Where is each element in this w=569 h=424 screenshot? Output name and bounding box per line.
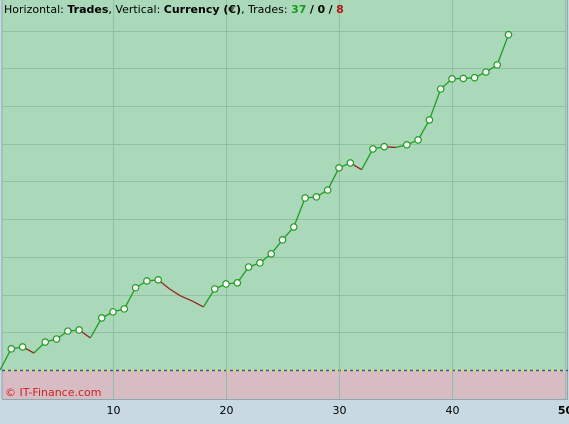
equity-segment xyxy=(496,34,510,66)
trade-marker xyxy=(323,186,332,194)
trade-marker xyxy=(335,164,343,172)
equity-segment xyxy=(191,300,204,308)
v-label: , Vertical: xyxy=(108,3,161,16)
trade-marker xyxy=(210,285,219,293)
header: Horizontal: Trades, Vertical: Currency (… xyxy=(4,3,344,16)
x-tick-label: 40 xyxy=(446,404,460,417)
x-tick-label: 30 xyxy=(333,404,347,417)
trade-marker xyxy=(154,276,163,284)
trade-marker xyxy=(7,345,16,353)
trade-marker xyxy=(414,136,422,144)
sep: / xyxy=(328,3,333,16)
plot-area xyxy=(2,0,568,370)
trade-marker xyxy=(436,85,445,93)
trade-marker xyxy=(369,145,377,153)
h-value: Trades xyxy=(67,3,109,16)
trade-marker xyxy=(425,116,434,124)
watermark: © IT-Finance.com xyxy=(5,386,102,399)
losses: 8 xyxy=(336,3,344,16)
trade-marker xyxy=(482,68,490,76)
x-tick-label: 20 xyxy=(220,404,234,417)
trade-marker xyxy=(289,223,298,231)
equity-segment xyxy=(327,167,340,191)
equity-segment xyxy=(417,119,430,141)
equity-segment xyxy=(123,287,137,310)
h-label: Horizontal: xyxy=(4,3,64,16)
trade-marker xyxy=(267,250,276,258)
flat: 0 xyxy=(317,3,326,16)
equity-segment xyxy=(293,197,306,228)
trade-marker xyxy=(380,142,389,151)
trade-marker xyxy=(256,259,264,267)
trade-marker xyxy=(131,283,140,292)
sep: / xyxy=(309,3,314,16)
v-value: Currency (€) xyxy=(163,3,242,16)
trade-marker xyxy=(493,61,502,69)
x-tick-label: 10 xyxy=(107,404,121,417)
trade-marker xyxy=(470,73,479,82)
equity-segment xyxy=(89,317,103,339)
trade-marker xyxy=(244,263,253,271)
equity-segment xyxy=(428,88,442,121)
wins: 37 xyxy=(291,3,307,16)
trade-marker xyxy=(64,327,72,335)
trade-marker xyxy=(143,277,151,285)
trade-marker xyxy=(459,74,468,83)
trade-marker xyxy=(448,75,456,83)
trade-marker xyxy=(222,280,230,288)
trade-marker xyxy=(278,236,287,244)
equity-segment xyxy=(0,348,12,371)
trade-marker xyxy=(402,141,411,149)
trade-marker xyxy=(52,335,61,343)
trade-marker xyxy=(109,308,117,316)
x-tick-label: 50 xyxy=(558,404,569,417)
trade-marker xyxy=(312,193,321,201)
equity-segment xyxy=(169,288,182,297)
trade-marker xyxy=(75,326,83,334)
trade-marker xyxy=(504,30,513,39)
trade-marker xyxy=(18,343,27,351)
trade-marker xyxy=(120,305,129,313)
trade-marker xyxy=(346,159,355,167)
trade-marker xyxy=(233,279,242,287)
equity-segment xyxy=(180,295,193,302)
trade-marker xyxy=(41,338,50,346)
trade-marker xyxy=(301,194,309,202)
equity-segment xyxy=(361,148,374,171)
trade-marker xyxy=(97,314,106,322)
t-label: , Trades: xyxy=(241,3,288,16)
negative-area xyxy=(2,369,568,399)
